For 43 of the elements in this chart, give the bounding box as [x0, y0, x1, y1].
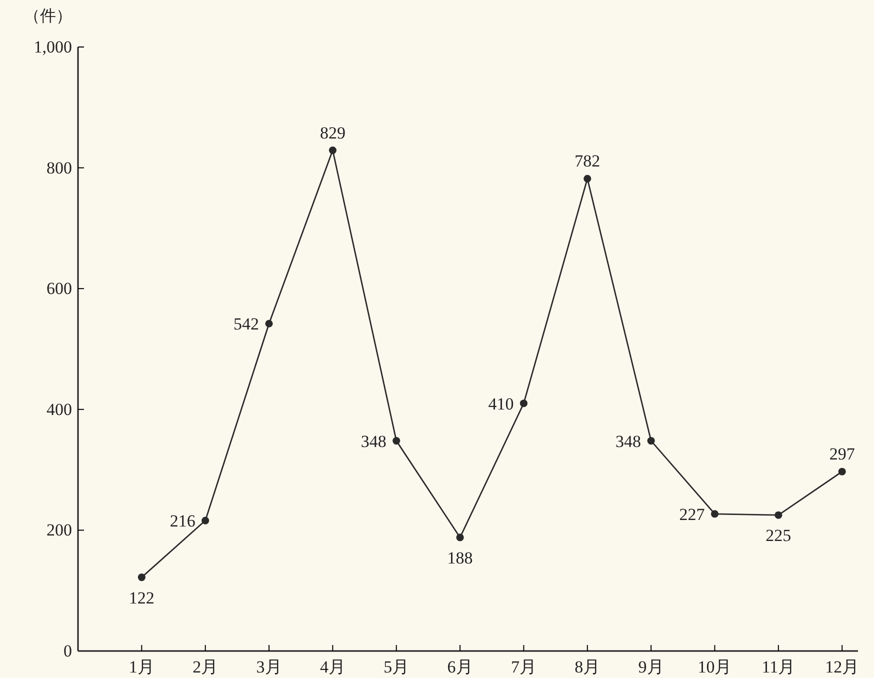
- x-tick-label: 3月: [256, 658, 282, 677]
- point: [647, 437, 655, 445]
- data-label: 122: [128, 588, 154, 608]
- data-label: 216: [170, 512, 196, 531]
- data-label: 542: [234, 314, 260, 334]
- y-axis-title: （件）: [24, 8, 72, 25]
- data-label: 348: [360, 432, 386, 451]
- y-tick-label: 0: [64, 641, 72, 660]
- y-tick-label: 200: [46, 520, 72, 540]
- y-tick-label: 1,000: [34, 37, 72, 56]
- point: [520, 400, 528, 408]
- point: [202, 516, 210, 524]
- x-tick-label: 11月: [762, 658, 796, 677]
- x-tick-label: 7月: [510, 658, 536, 677]
- point: [328, 146, 336, 154]
- x-tick-label: 12月: [825, 658, 860, 677]
- data-label: 782: [574, 152, 600, 171]
- data-label: 829: [320, 123, 346, 142]
- x-tick-label: 8月: [574, 658, 600, 677]
- x-tick-label: 5月: [384, 658, 410, 677]
- data-label: 348: [616, 432, 642, 451]
- data-label: 225: [766, 526, 792, 546]
- point: [456, 534, 464, 542]
- data-label: 297: [829, 444, 856, 464]
- data-label: 227: [679, 504, 706, 524]
- x-tick-label: 9月: [638, 658, 664, 677]
- x-tick-label: 2月: [192, 658, 218, 677]
- point: [838, 468, 846, 476]
- y-tick-label: 400: [46, 400, 72, 419]
- y-tick-label: 800: [46, 158, 72, 178]
- data-label: 410: [488, 394, 514, 414]
- point: [138, 574, 146, 582]
- x-tick-label: 4月: [320, 658, 346, 677]
- x-tick-label: 6月: [447, 658, 473, 677]
- point: [774, 511, 782, 519]
- point: [265, 320, 273, 328]
- x-tick-label: 1月: [128, 658, 154, 677]
- point: [392, 437, 400, 445]
- data-label: 188: [447, 548, 473, 568]
- point: [584, 174, 592, 182]
- x-tick-label: 10月: [698, 658, 732, 677]
- point: [710, 510, 719, 518]
- y-tick-label: 600: [46, 279, 72, 298]
